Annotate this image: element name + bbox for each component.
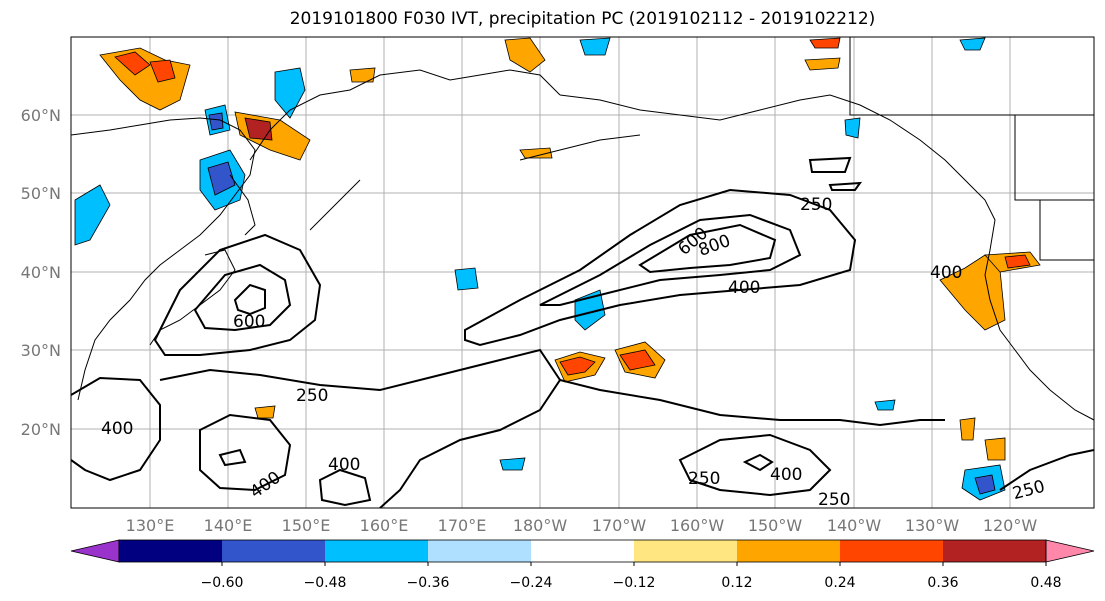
longitude-label: 130°W	[905, 516, 960, 535]
colorbar-segment	[428, 540, 531, 562]
longitude-labels: 130°E 140°E 150°E 160°E 170°E 180°W 170°W 160°W…	[126, 516, 1038, 535]
colorbar-tick-label: 0.12	[721, 575, 752, 591]
colorbar-tick-label: 0.48	[1030, 575, 1061, 591]
colorbar-tick-label: −0.24	[510, 575, 553, 591]
contour-label: 400	[101, 419, 133, 439]
latitude-labels: 20°N 30°N 40°N 50°N 60°N	[21, 106, 61, 439]
contour-label: 400	[930, 263, 962, 283]
colorbar-segment	[634, 540, 737, 562]
latitude-label: 50°N	[21, 184, 61, 203]
longitude-label: 140°E	[204, 516, 253, 535]
contour-label: 400	[770, 465, 802, 485]
contour-label: 250	[818, 490, 850, 510]
longitude-label: 150°E	[282, 516, 331, 535]
longitude-label: 180°W	[513, 516, 568, 535]
longitude-label: 160°W	[670, 516, 725, 535]
contour-label: 600	[233, 312, 265, 332]
longitude-label: 130°E	[126, 516, 175, 535]
colorbar-segment	[222, 540, 325, 562]
colorbar-segment	[325, 540, 428, 562]
colorbar-tick-label: 0.36	[927, 575, 958, 591]
colorbar: −0.60 −0.48 −0.36 −0.24 −0.12 0.12 0.24 0.36 0.4…	[70, 539, 1095, 591]
colorbar-tick-label: −0.48	[304, 575, 347, 591]
colorbar-frame	[118, 539, 1047, 563]
longitude-label: 150°W	[748, 516, 803, 535]
precip-shading	[74, 37, 1041, 501]
ivt-contours	[71, 156, 1094, 508]
coastlines	[71, 37, 1094, 421]
longitude-label: 140°W	[827, 516, 882, 535]
longitude-label: 160°E	[360, 516, 409, 535]
colorbar-segment	[943, 540, 1046, 562]
latitude-label: 30°N	[21, 341, 61, 360]
colorbar-segment	[737, 540, 840, 562]
colorbar-extend-high	[1045, 539, 1095, 563]
contour-label: 400	[728, 278, 760, 298]
colorbar-segment	[840, 540, 943, 562]
colorbar-tick-label: −0.60	[201, 575, 244, 591]
contour-label: 250	[296, 386, 328, 406]
map-title: 2019101800 F030 IVT, precipitation PC (2…	[289, 9, 876, 29]
colorbar-segment	[119, 540, 222, 562]
latitude-label: 40°N	[21, 263, 61, 282]
longitude-label: 120°W	[983, 516, 1038, 535]
colorbar-tick-label: −0.12	[613, 575, 656, 591]
contour-label: 250	[688, 469, 720, 489]
contour-label: 250	[800, 195, 832, 215]
latitude-label: 20°N	[21, 420, 61, 439]
colorbar-extend-low	[70, 539, 120, 563]
longitude-label: 170°W	[592, 516, 647, 535]
colorbar-tick-label: −0.36	[407, 575, 450, 591]
contour-label: 400	[328, 455, 360, 475]
colorbar-segment	[531, 540, 634, 562]
longitude-label: 170°E	[438, 516, 487, 535]
latitude-label: 60°N	[21, 106, 61, 125]
map-frame	[70, 36, 1095, 509]
colorbar-tick-label: 0.24	[824, 575, 855, 591]
